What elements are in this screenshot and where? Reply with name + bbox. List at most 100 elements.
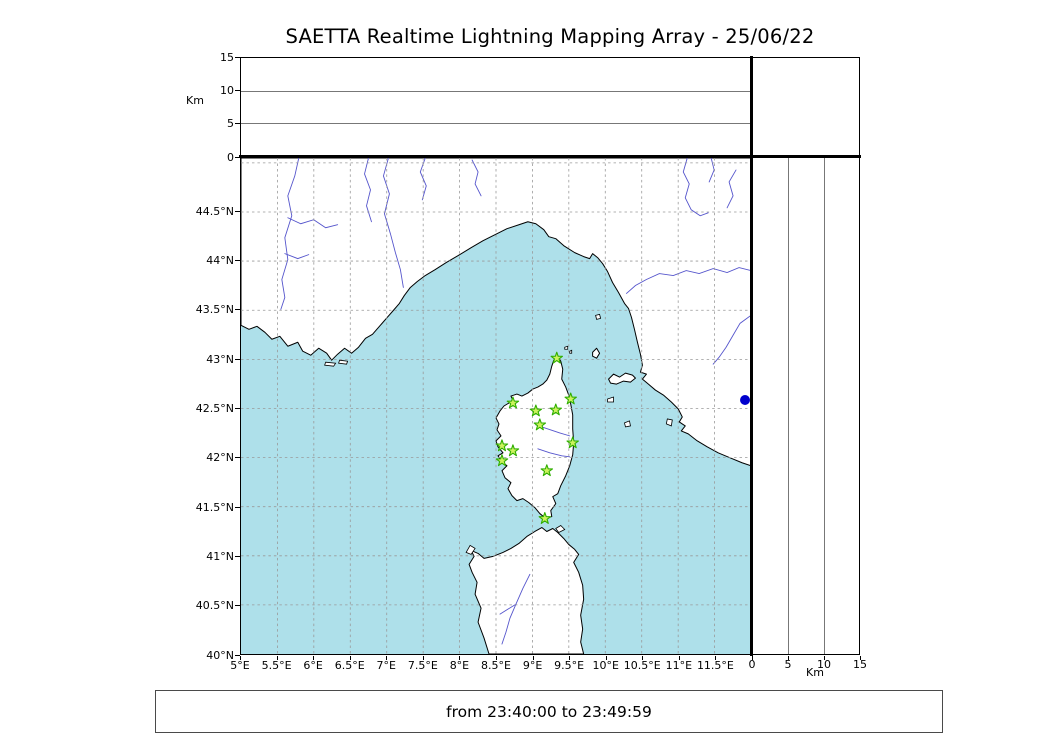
station-star-marker bbox=[540, 464, 554, 477]
mainland-coast bbox=[241, 158, 751, 467]
lon-tick-label: 8.5°E bbox=[481, 659, 511, 672]
altitude-vs-longitude-panel bbox=[240, 57, 752, 157]
river bbox=[280, 158, 300, 310]
island-gorgona bbox=[595, 313, 602, 320]
lon-tick-label: 11.5°E bbox=[696, 659, 734, 672]
corner-panel bbox=[752, 57, 860, 157]
island-giglio bbox=[665, 418, 673, 427]
lat-tick-label: 41.5°N bbox=[195, 500, 234, 514]
altitude-gridline-5km bbox=[788, 158, 790, 654]
tick-mark bbox=[235, 260, 240, 262]
tick-mark bbox=[642, 656, 644, 660]
time-range-text: from 23:40:00 to 23:49:59 bbox=[446, 702, 652, 721]
altitude-gridline-10km bbox=[241, 90, 751, 92]
lat-tick-label: 42°N bbox=[206, 451, 234, 465]
lon-tick-label: 6°E bbox=[303, 659, 323, 672]
tick-mark bbox=[235, 156, 240, 158]
tick-mark bbox=[605, 656, 607, 660]
island-capraia bbox=[592, 347, 601, 359]
tick-mark bbox=[276, 656, 278, 660]
tick-mark bbox=[569, 656, 571, 660]
river bbox=[501, 573, 531, 645]
lon-tick-label: 10°E bbox=[592, 659, 619, 672]
alt-lat-tick-label: 10 bbox=[817, 658, 831, 671]
lat-tick-label: 43.5°N bbox=[195, 303, 234, 317]
river bbox=[626, 267, 751, 294]
tick-mark bbox=[235, 89, 240, 91]
station-star-marker bbox=[538, 512, 552, 524]
altitude-vs-latitude-panel bbox=[752, 157, 860, 655]
altitude-gridline-5km bbox=[241, 123, 751, 125]
lon-tick-label: 6.5°E bbox=[334, 659, 365, 672]
river bbox=[382, 158, 404, 288]
alt-lon-tick-label: 0 bbox=[227, 150, 234, 164]
islet-finocchiarola bbox=[569, 349, 573, 354]
island-hyeres-1 bbox=[324, 361, 337, 367]
station-star-marker bbox=[529, 404, 543, 417]
lon-tick-label: 7.5°E bbox=[407, 659, 438, 672]
alt-lat-tick-label: 0 bbox=[748, 658, 756, 671]
river bbox=[471, 159, 482, 197]
time-range-box: from 23:40:00 to 23:49:59 bbox=[155, 690, 943, 733]
island-montecristo bbox=[624, 420, 631, 428]
station-star-marker bbox=[533, 418, 547, 431]
station-star-marker bbox=[564, 392, 577, 405]
islet-giraglia bbox=[564, 345, 569, 350]
lon-tick-label: 5°E bbox=[230, 659, 250, 672]
station-star-marker bbox=[549, 403, 563, 416]
tick-mark bbox=[313, 656, 315, 660]
station-star-marker bbox=[495, 439, 509, 452]
lon-tick-label: 11°E bbox=[665, 659, 693, 672]
page-title: SAETTA Realtime Lightning Mapping Array … bbox=[285, 25, 815, 48]
tick-mark bbox=[240, 656, 241, 660]
lat-tick-label: 40°N bbox=[206, 648, 234, 662]
tick-mark bbox=[235, 506, 240, 508]
panel-divider-horizontal bbox=[239, 155, 861, 158]
lon-tick-label: 10.5°E bbox=[623, 659, 661, 672]
grid-lines bbox=[241, 158, 751, 654]
tick-mark bbox=[235, 309, 240, 311]
landmasses bbox=[241, 158, 751, 654]
lat-tick-label: 40.5°N bbox=[195, 599, 234, 613]
river bbox=[726, 169, 737, 209]
tick-mark bbox=[235, 56, 240, 58]
tick-mark bbox=[386, 656, 388, 660]
tick-mark bbox=[235, 358, 240, 360]
altitude-axis-label-top: Km bbox=[186, 94, 204, 107]
tick-mark bbox=[715, 656, 717, 660]
alt-lon-tick-label: 10 bbox=[220, 83, 234, 97]
station-star-marker bbox=[506, 444, 520, 457]
altitude-gridline-10km bbox=[823, 158, 825, 654]
alt-lon-tick-label: 5 bbox=[227, 117, 234, 131]
lon-tick-label: 9.5°E bbox=[554, 659, 585, 672]
river bbox=[682, 158, 709, 217]
event-dot bbox=[740, 395, 751, 406]
river bbox=[284, 253, 310, 260]
tick-mark bbox=[235, 654, 240, 656]
station-star-marker bbox=[506, 396, 520, 409]
map-svg bbox=[241, 158, 751, 654]
island-pianosa bbox=[607, 396, 614, 403]
lon-tick-label: 5.5°E bbox=[261, 659, 292, 672]
station-star-marker bbox=[566, 436, 579, 449]
alt-lat-tick-label: 5 bbox=[784, 658, 792, 671]
sardinia bbox=[468, 527, 585, 654]
map-panel bbox=[240, 157, 752, 655]
tick-mark bbox=[824, 656, 825, 660]
tick-mark bbox=[235, 605, 240, 607]
panel-divider-vertical bbox=[750, 56, 753, 656]
tick-mark bbox=[496, 656, 497, 660]
tick-mark bbox=[235, 407, 240, 409]
tick-mark bbox=[422, 656, 424, 660]
lon-tick-label: 7°E bbox=[376, 659, 396, 672]
lat-tick-label: 41°N bbox=[206, 549, 234, 563]
tick-mark bbox=[235, 555, 240, 557]
tick-mark bbox=[860, 656, 861, 660]
lat-tick-label: 43°N bbox=[206, 352, 234, 366]
station-star-marker bbox=[550, 351, 563, 364]
tick-mark bbox=[235, 123, 240, 125]
island-hyeres-2 bbox=[338, 359, 349, 365]
island-elba bbox=[608, 372, 636, 385]
stations-group bbox=[495, 351, 579, 524]
